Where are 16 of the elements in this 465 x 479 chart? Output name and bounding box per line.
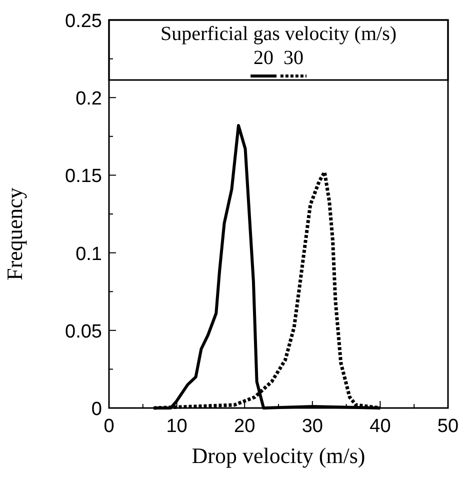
y-tick-label: 0.1 bbox=[76, 244, 102, 265]
x-tick-label: 10 bbox=[166, 416, 188, 437]
y-tick-label: 0.2 bbox=[76, 88, 102, 110]
y-tick-label: 0 bbox=[91, 399, 102, 420]
y-tick-label: 0.05 bbox=[65, 321, 102, 342]
x-tick-label: 40 bbox=[370, 416, 391, 437]
y-tick-label: 0.15 bbox=[65, 166, 102, 188]
x-tick-label: 20 bbox=[234, 416, 256, 437]
y-tick-label: 0.25 bbox=[65, 11, 102, 32]
x-axis-title: Drop velocity (m/s) bbox=[192, 443, 366, 468]
text: 30 bbox=[283, 47, 304, 69]
legend-title: Superficial gas velocity (m/s) bbox=[160, 23, 397, 45]
y-axis-title: Frequency bbox=[2, 188, 27, 280]
x-tick-label: 30 bbox=[302, 416, 323, 437]
x-tick-label: 50 bbox=[437, 416, 459, 437]
text: 20 bbox=[254, 47, 274, 69]
